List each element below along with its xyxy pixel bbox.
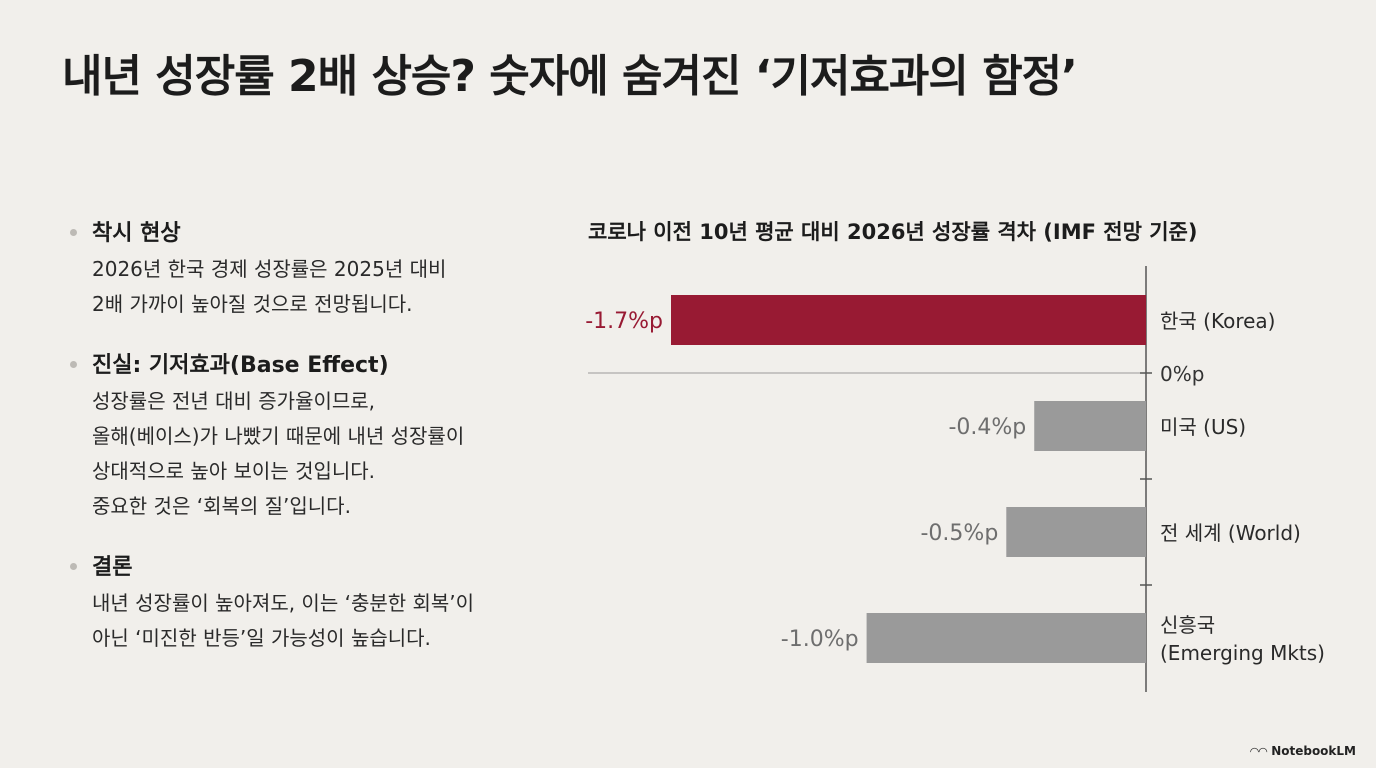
bullet-conclusion: 결론 내년 성장률이 높아져도, 이는 ‘충분한 회복’이 아닌 ‘미진한 반등… <box>64 550 544 656</box>
bullet-heading: 착시 현상 <box>92 221 181 246</box>
category-label: 전 세계 (World) <box>1160 521 1301 545</box>
bar-1 <box>1034 401 1146 451</box>
bullet-text: 2026년 한국 경제 성장률은 2025년 대비 <box>92 257 447 281</box>
bullet-list: 착시 현상 2026년 한국 경제 성장률은 2025년 대비 2배 가까이 높… <box>64 216 544 682</box>
bullet-illusion: 착시 현상 2026년 한국 경제 성장률은 2025년 대비 2배 가까이 높… <box>64 216 544 322</box>
data-label: -1.7%p <box>585 309 663 334</box>
bar-3 <box>866 613 1146 663</box>
bullet-dot-icon <box>70 229 77 236</box>
category-label: 한국 (Korea) <box>1160 309 1275 333</box>
notebooklm-logo: ◠◠ NotebookLM <box>1250 744 1356 758</box>
category-label: 미국 (US) <box>1160 415 1246 439</box>
chart-title: 코로나 이전 10년 평균 대비 2026년 성장률 격차 (IMF 전망 기준… <box>588 220 1198 244</box>
page-title: 내년 성장률 2배 상승? 숫자에 숨겨진 ‘기저효과의 함정’ <box>62 51 1078 102</box>
zero-axis-label: 0%p <box>1160 362 1204 386</box>
bar-0 <box>671 295 1146 345</box>
data-label: -1.0%p <box>781 627 859 652</box>
bar-2 <box>1006 507 1146 557</box>
bullet-text: 아닌 ‘미진한 반등’일 가능성이 높습니다. <box>92 626 431 650</box>
bullet-text: 내년 성장률이 높아져도, 이는 ‘충분한 회복’이 <box>92 591 475 615</box>
bullet-text: 올해(베이스)가 나빴기 때문에 내년 성장률이 <box>92 424 465 448</box>
bullet-text: 성장률은 전년 대비 증가율이므로, <box>92 389 376 413</box>
category-label: 신흥국 <box>1160 613 1215 637</box>
data-label: -0.5%p <box>920 521 998 546</box>
bullet-dot-icon <box>70 361 77 368</box>
logo-text: NotebookLM <box>1271 744 1356 758</box>
notebooklm-icon: ◠◠ <box>1250 745 1268 758</box>
bullet-text: 2배 가까이 높아질 것으로 전망됩니다. <box>92 292 413 316</box>
bullet-dot-icon <box>70 563 77 570</box>
bullet-text: 상대적으로 높아 보이는 것입니다. <box>92 459 376 483</box>
bullet-text: 중요한 것은 ‘회복의 질’입니다. <box>92 494 351 518</box>
bullet-heading: 결론 <box>92 555 133 580</box>
category-label: (Emerging Mkts) <box>1160 641 1325 665</box>
bullet-truth: 진실: 기저효과(Base Effect) 성장률은 전년 대비 증가율이므로,… <box>64 348 544 524</box>
bullet-heading: 진실: 기저효과(Base Effect) <box>92 353 389 378</box>
data-label: -0.4%p <box>948 415 1026 440</box>
